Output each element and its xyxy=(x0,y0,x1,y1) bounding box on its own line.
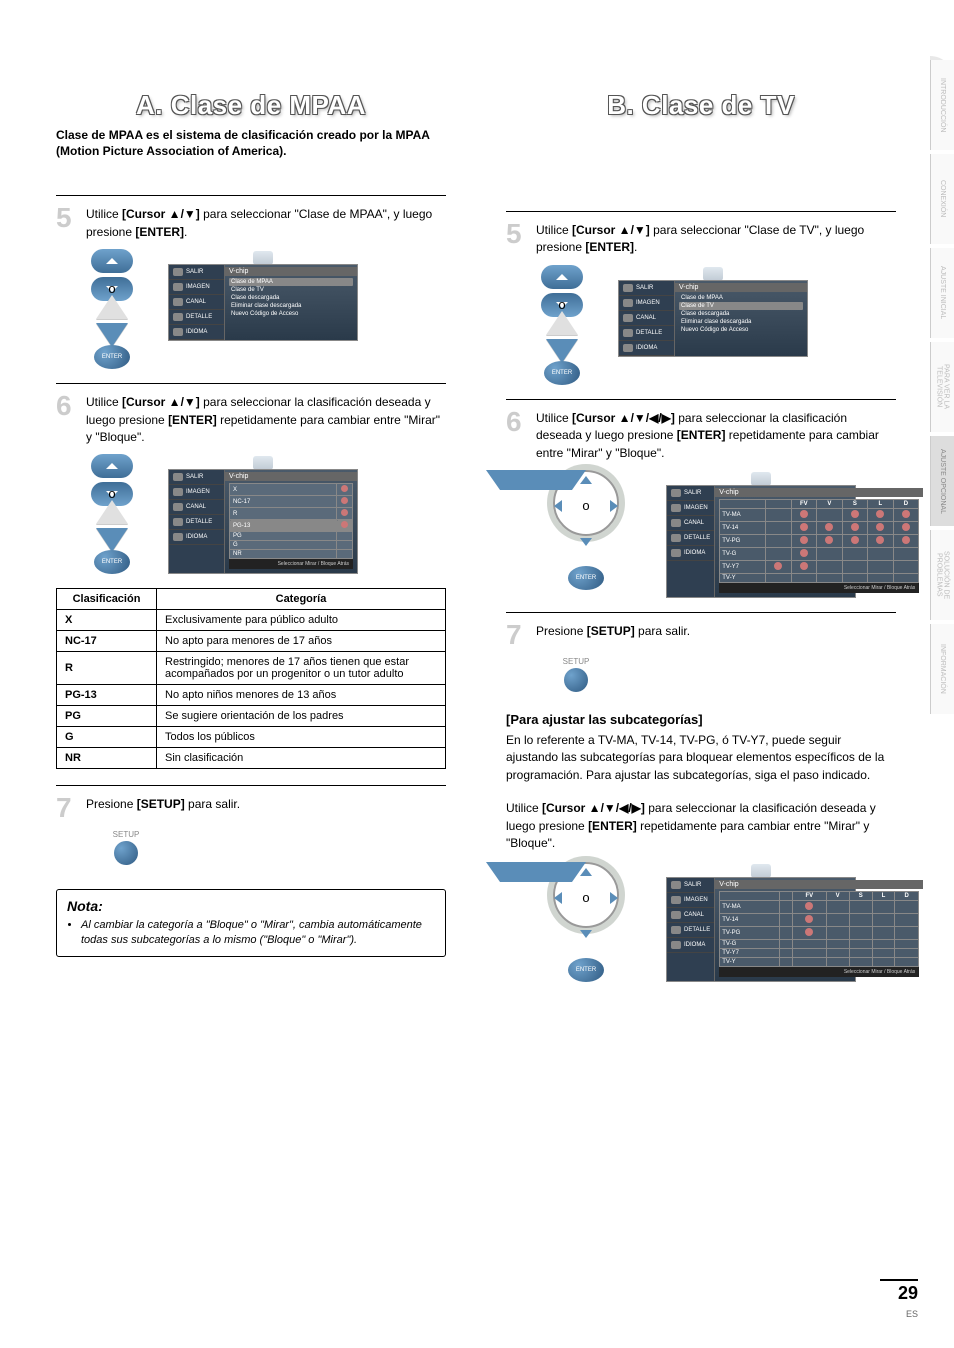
page-number: 29 ES xyxy=(880,1279,918,1322)
section-b-title: B. Clase de TV xyxy=(506,90,896,121)
osd-mpaa-ratings: SALIRIMAGENCANALDETALLEIDIOMA V-chip XNC… xyxy=(168,454,358,574)
dpad-graphic: o ENTER xyxy=(536,862,636,982)
table-cell: No apto niños menores de 13 años xyxy=(157,685,446,706)
setup-button-graphic: SETUP xyxy=(106,830,146,865)
side-tab: INFORMACIÓN xyxy=(930,624,954,714)
table-cell: X xyxy=(57,610,157,631)
intro-text: Clase de MPAA es el sistema de clasifica… xyxy=(56,127,436,159)
col-header: Clasificación xyxy=(57,589,157,610)
table-cell: Sin clasificación xyxy=(157,748,446,769)
osd-vchip-b5: SALIRIMAGENCANALDETALLEIDIOMA V-chip Cla… xyxy=(618,265,808,357)
col-header: Categoría xyxy=(157,589,446,610)
side-tab: AJUSTE INICIAL xyxy=(930,248,954,338)
step-number: 6 xyxy=(56,392,78,446)
nota-bullet: Al cambiar la categoría a "Bloque" o "Mi… xyxy=(81,918,435,948)
table-cell: NC-17 xyxy=(57,631,157,652)
step-a7: 7 Presione [SETUP] para salir. xyxy=(56,794,446,822)
table-cell: Todos los públicos xyxy=(157,727,446,748)
setup-button-graphic: SETUP xyxy=(556,657,596,692)
section-a-title: A. Clase de MPAA xyxy=(56,90,446,121)
table-cell: Restringido; menores de 17 años tienen q… xyxy=(157,652,446,685)
table-cell: G xyxy=(57,727,157,748)
step-a5: 5 Utilice [Cursor ▲/▼] para seleccionar … xyxy=(56,204,446,241)
step-text: Utilice [Cursor ▲/▼] para seleccionar la… xyxy=(86,392,446,446)
subcat-header: [Para ajustar las subcategorías] xyxy=(506,712,896,727)
enter-button: ENTER xyxy=(94,345,130,369)
step-text: Utilice [Cursor ▲/▼] para seleccionar "C… xyxy=(86,204,446,241)
side-tab: INTRODUCCIÓN xyxy=(930,60,954,150)
remote-updown-graphic: o ENTER xyxy=(536,265,588,385)
side-tab: AJUSTE OPCIONAL xyxy=(930,436,954,526)
table-cell: NR xyxy=(57,748,157,769)
remote-updown-graphic: o ENTER xyxy=(86,249,138,369)
step-text: Presione [SETUP] para salir. xyxy=(86,794,240,822)
column-b: B. Clase de TV 5 Utilice [Cursor ▲/▼] pa… xyxy=(506,90,896,996)
side-tab: CONEXIÓN xyxy=(930,154,954,244)
osd-vchip-a5: SALIRIMAGENCANALDETALLEIDIOMA V-chip Cla… xyxy=(168,249,358,341)
column-a: A. Clase de MPAA Clase de MPAA es el sis… xyxy=(56,90,446,996)
table-cell: Se sugiere orientación de los padres xyxy=(157,706,446,727)
remote-updown-graphic: o ENTER xyxy=(86,454,138,574)
step-b7: 7 Presione [SETUP] para salir. xyxy=(506,621,896,649)
step-b6: 6 Utilice [Cursor ▲/▼/◀/▶] para seleccio… xyxy=(506,408,896,462)
dpad-graphic: o ENTER xyxy=(536,470,636,590)
osd-tv-ratings-2: SALIRIMAGENCANALDETALLEIDIOMA V-chip FVV… xyxy=(666,862,856,982)
nota-box: Nota: Al cambiar la categoría a "Bloque"… xyxy=(56,889,446,957)
table-cell: No apto para menores de 17 años xyxy=(157,631,446,652)
table-cell: PG-13 xyxy=(57,685,157,706)
subcat-instr: Utilice [Cursor ▲/▼/◀/▶] para selecciona… xyxy=(506,798,896,852)
step-b5: 5 Utilice [Cursor ▲/▼] para seleccionar … xyxy=(506,220,896,257)
table-cell: R xyxy=(57,652,157,685)
step-number: 5 xyxy=(56,204,78,241)
subcat-body: En lo referente a TV-MA, TV-14, TV-PG, ó… xyxy=(506,730,896,784)
classification-table: Clasificación Categoría XExclusivamente … xyxy=(56,588,446,769)
step-number: 7 xyxy=(56,794,78,822)
right-side-tabs: INTRODUCCIÓN CONEXIÓN AJUSTE INICIAL PARA V… xyxy=(930,60,954,714)
table-cell: PG xyxy=(57,706,157,727)
table-cell: Exclusivamente para público adulto xyxy=(157,610,446,631)
step-a6: 6 Utilice [Cursor ▲/▼] para seleccionar … xyxy=(56,392,446,446)
nota-title: Nota: xyxy=(67,898,435,914)
osd-tv-ratings: SALIRIMAGENCANALDETALLEIDIOMA V-chip FVV… xyxy=(666,470,856,598)
side-tab: SOLUCIÓN DE PROBLEMAS xyxy=(930,530,954,620)
side-tab: PARA VER LA TELEVISIÓN xyxy=(930,342,954,432)
